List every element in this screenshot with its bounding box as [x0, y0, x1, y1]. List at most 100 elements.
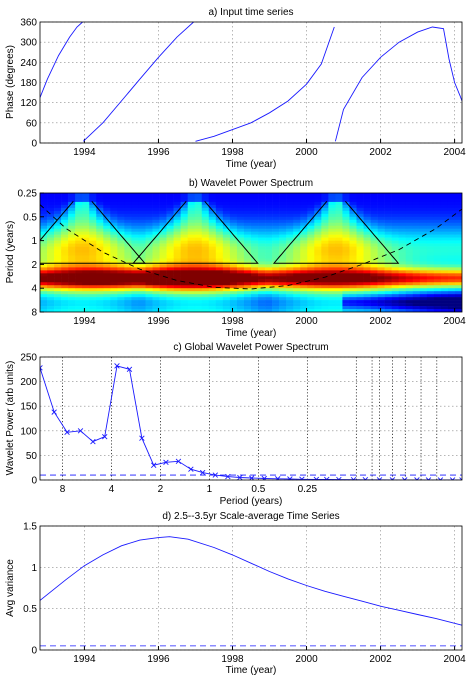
heatmap-cell [307, 270, 315, 274]
heatmap-cell [335, 294, 343, 298]
heatmap-cell [124, 300, 132, 304]
heatmap-cell [236, 249, 245, 253]
heatmap-cell [131, 246, 139, 250]
heatmap-cell [356, 273, 364, 277]
heatmap-cell [89, 231, 97, 235]
heatmap-cell [103, 264, 111, 268]
heatmap-cell [110, 195, 118, 200]
heatmap-cell [370, 288, 378, 292]
heatmap-cell [82, 297, 90, 301]
heatmap-cell [265, 219, 273, 224]
heatmap-cell [166, 303, 174, 307]
heatmap-cell [110, 193, 118, 197]
heatmap-cell [265, 297, 273, 301]
heatmap-cell [405, 300, 414, 304]
heatmap-cell [251, 294, 259, 298]
heatmap-cell [314, 306, 322, 310]
global-power-point [287, 476, 293, 480]
heatmap-cell [194, 234, 203, 238]
heatmap-cell [173, 303, 181, 307]
heatmap-cell [265, 276, 273, 280]
heatmap-cell [454, 222, 462, 227]
heatmap-cell [377, 219, 385, 224]
heatmap-cell [286, 225, 294, 229]
heatmap-cell [229, 195, 238, 200]
heatmap-cell [152, 222, 160, 227]
heatmap-cell [89, 246, 97, 250]
heatmap-cell [82, 195, 90, 200]
heatmap-cell [412, 306, 421, 310]
heatmap-cell [363, 309, 371, 312]
heatmap-cell [103, 297, 111, 301]
heatmap-cell [180, 276, 188, 280]
heatmap-cell [47, 237, 55, 241]
panel-a-ytick-label: 360 [20, 18, 37, 29]
heatmap-cell [258, 249, 266, 253]
heatmap-cell [300, 225, 308, 229]
panel-c-ylabel: Wavelet Power (arb units) [5, 361, 16, 476]
heatmap-cell [426, 261, 435, 265]
heatmap-cell [293, 258, 301, 262]
heatmap-cell [307, 276, 315, 280]
heatmap-cell [328, 294, 336, 298]
heatmap-cell [152, 193, 160, 197]
heatmap-cell [222, 210, 231, 215]
heatmap-cell [124, 246, 132, 250]
heatmap-cell [124, 219, 132, 224]
heatmap-cell [342, 297, 350, 301]
heatmap-cell [370, 270, 378, 274]
heatmap-cell [335, 243, 343, 247]
heatmap-cell [215, 222, 224, 227]
heatmap-cell [398, 240, 407, 244]
heatmap-cell [328, 309, 336, 312]
heatmap-cell [201, 213, 210, 218]
global-power-point [225, 473, 231, 480]
phase-series-line [195, 26, 335, 142]
heatmap-cell [300, 213, 308, 218]
heatmap-cell [419, 234, 428, 238]
heatmap-cell [40, 258, 48, 262]
heatmap-cell [138, 201, 146, 206]
heatmap-cell [103, 204, 111, 209]
heatmap-cell [405, 249, 414, 253]
heatmap-cell [166, 222, 174, 227]
heatmap-cell [377, 264, 385, 268]
heatmap-cell [180, 288, 188, 292]
heatmap-cell [194, 267, 203, 271]
heatmap-cell [47, 210, 55, 215]
heatmap-cell [454, 276, 462, 280]
heatmap-cell [117, 306, 125, 310]
heatmap-cell [321, 273, 329, 277]
heatmap-cell [363, 255, 371, 259]
heatmap-cell [131, 264, 139, 268]
heatmap-cell [328, 252, 336, 256]
heatmap-cell [103, 270, 111, 274]
heatmap-cell [159, 297, 167, 301]
heatmap-cell [440, 255, 449, 259]
heatmap-cell [419, 297, 428, 301]
heatmap-cell [89, 291, 97, 295]
heatmap-cell [82, 255, 90, 259]
heatmap-cell [433, 258, 442, 262]
panel-c-plot [40, 363, 462, 480]
heatmap-cell [159, 231, 167, 235]
heatmap-cell [82, 252, 90, 256]
heatmap-cell [194, 193, 203, 197]
heatmap-cell [398, 210, 407, 215]
heatmap-cell [201, 270, 210, 274]
heatmap-cell [265, 294, 273, 298]
heatmap-cell [75, 228, 83, 232]
heatmap-cell [236, 267, 245, 271]
heatmap-cell [433, 300, 442, 304]
heatmap-cell [236, 252, 245, 256]
heatmap-cell [208, 252, 217, 256]
heatmap-cell [152, 270, 160, 274]
heatmap-cell [54, 270, 62, 274]
heatmap-cell [391, 279, 399, 283]
heatmap-cell [454, 270, 462, 274]
heatmap-cell [82, 258, 90, 262]
heatmap-cell [265, 249, 273, 253]
heatmap-cell [279, 231, 287, 235]
heatmap-cell [47, 198, 55, 203]
heatmap-cell [356, 288, 364, 292]
